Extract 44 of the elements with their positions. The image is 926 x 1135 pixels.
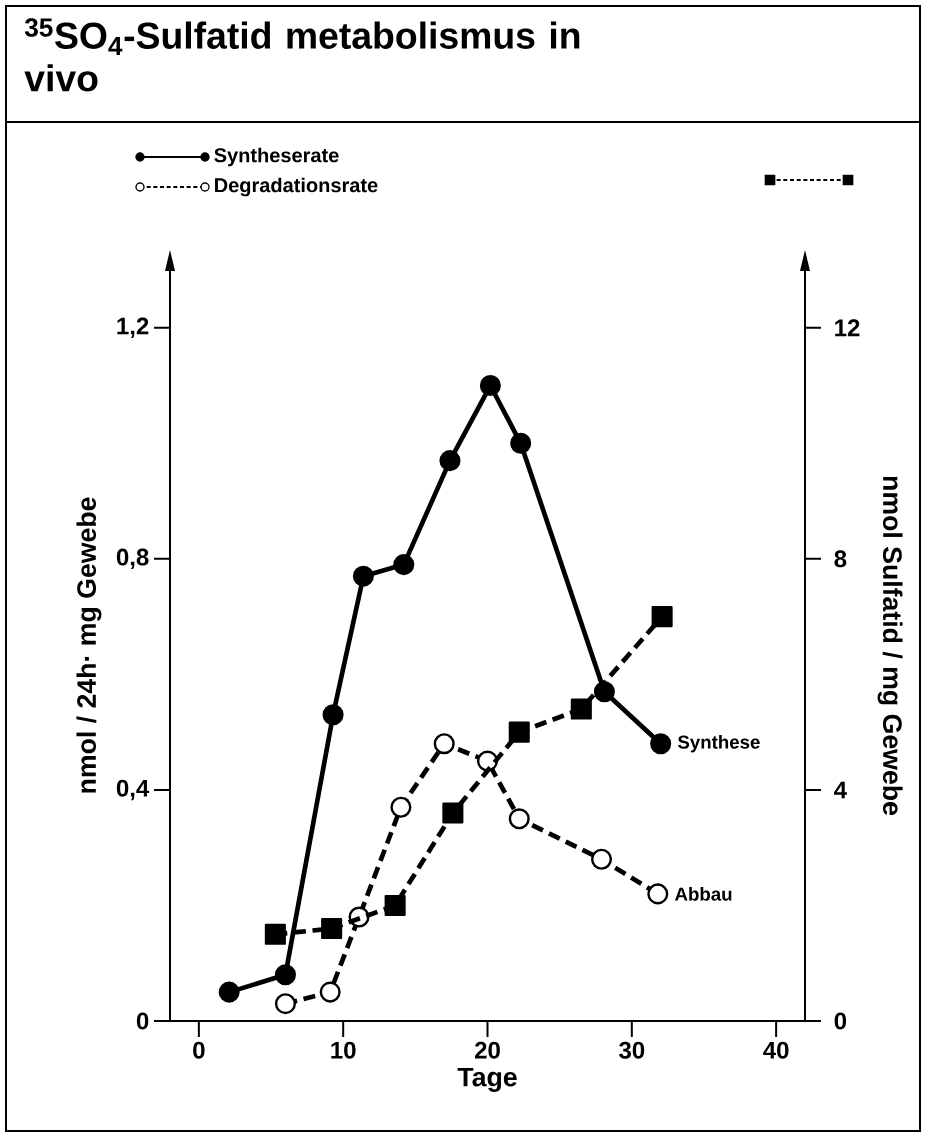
y-axis-title: nmol / 24h· mg Gewebe xyxy=(76,497,102,793)
y-tick-label: 0,4 xyxy=(116,779,150,801)
annotation: Abbau xyxy=(674,887,732,901)
point xyxy=(508,721,530,743)
x-tick-label: 10 xyxy=(331,1041,356,1059)
y-tick-label: 0,8 xyxy=(116,548,149,570)
y-tick-label: 0 xyxy=(136,1012,149,1030)
point xyxy=(322,704,344,726)
point xyxy=(510,432,532,454)
x-tick-label: 30 xyxy=(619,1041,645,1059)
point xyxy=(508,808,530,830)
point xyxy=(352,565,374,587)
x-tick-label: 40 xyxy=(763,1041,789,1059)
x-tick-label: 0 xyxy=(193,1041,205,1059)
point xyxy=(321,918,343,940)
annotation: Synthese xyxy=(677,735,760,753)
point xyxy=(384,894,406,916)
point xyxy=(390,796,412,818)
point xyxy=(433,733,455,755)
y2-tick-label: 4 xyxy=(834,781,847,799)
legend-label: Degradationsrate xyxy=(215,177,378,197)
point xyxy=(650,733,672,755)
chart-title: $^{35}$SO$_{4}$-Sulfatid metabolismus in vivo xyxy=(24,18,580,92)
point xyxy=(274,993,296,1015)
point xyxy=(274,964,296,986)
point xyxy=(479,375,501,397)
x-tick-label: 20 xyxy=(474,1041,500,1059)
x-axis-title: Tage xyxy=(457,1067,517,1092)
point xyxy=(442,802,464,824)
point xyxy=(218,981,240,1003)
y2-axis-title: nmol Sulfatid / mg Gewebe xyxy=(877,476,903,815)
point xyxy=(393,554,415,576)
point xyxy=(319,981,341,1003)
y2-tick-label: 12 xyxy=(835,319,860,337)
point xyxy=(647,883,669,905)
point xyxy=(590,848,613,870)
y2-tick-label: 0 xyxy=(834,1012,847,1030)
legend-label: Syntheserate xyxy=(214,147,339,167)
point xyxy=(651,606,673,628)
y-tick-label: 1,2 xyxy=(117,317,149,338)
point xyxy=(570,698,592,720)
point xyxy=(264,923,286,945)
point xyxy=(439,450,461,472)
y2-tick-label: 8 xyxy=(834,550,847,568)
